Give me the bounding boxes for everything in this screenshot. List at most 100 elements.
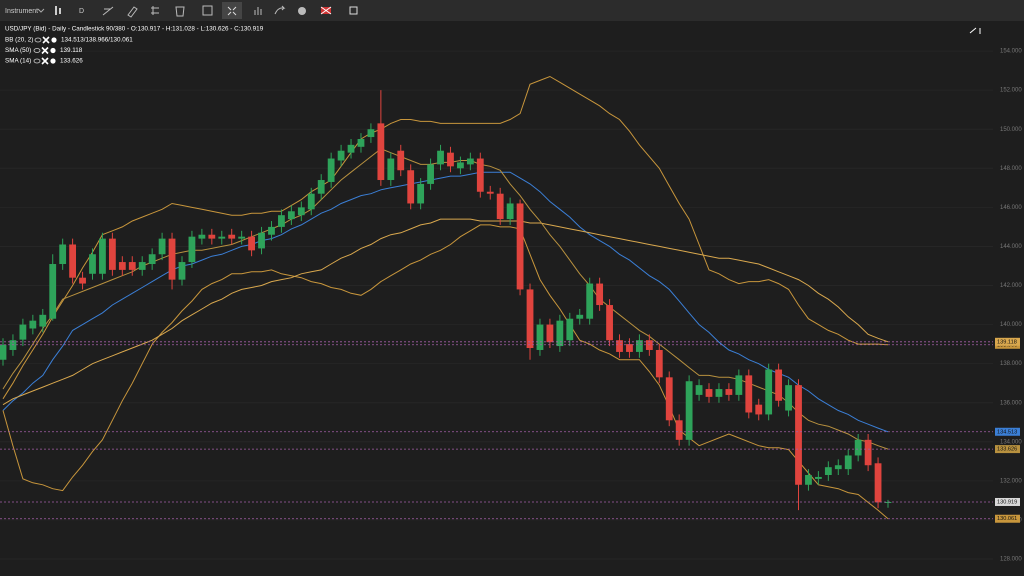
candle-body bbox=[188, 236, 196, 263]
candle-body bbox=[496, 193, 504, 220]
y-tick-label: 136.000 bbox=[1000, 400, 1022, 406]
candle-body bbox=[775, 369, 783, 401]
draw-tool-icon[interactable] bbox=[102, 6, 114, 16]
candle-body bbox=[337, 150, 345, 161]
toolbar bbox=[0, 0, 1024, 21]
y-tick-label: 128.000 bbox=[1000, 557, 1022, 563]
y-tick-label: 154.000 bbox=[1000, 49, 1022, 55]
y-tick-label: 132.000 bbox=[1000, 478, 1022, 484]
candle-body bbox=[785, 385, 792, 411]
candle-body bbox=[99, 238, 106, 274]
candle-body bbox=[297, 207, 305, 216]
indicator-line bbox=[2, 75, 889, 400]
candle-body bbox=[824, 467, 832, 476]
tools-icon[interactable] bbox=[151, 6, 159, 15]
candle-body bbox=[407, 170, 415, 204]
candle-body bbox=[884, 501, 892, 503]
candle-body bbox=[556, 320, 564, 347]
candle-body bbox=[536, 324, 544, 350]
active-tool-bg[interactable] bbox=[222, 2, 242, 19]
candle-body bbox=[29, 320, 37, 329]
price-tag-label: 134.513 bbox=[997, 429, 1017, 435]
price-tag bbox=[995, 427, 1020, 436]
candle-body bbox=[854, 439, 862, 456]
price-tag bbox=[995, 337, 1020, 346]
candle-body bbox=[198, 234, 206, 239]
expand-icons[interactable] bbox=[969, 27, 981, 34]
delete-icon[interactable] bbox=[175, 6, 185, 17]
price-tag-label: 139.118 bbox=[997, 339, 1017, 345]
candle-body bbox=[685, 381, 693, 440]
candle-body bbox=[268, 226, 275, 235]
y-tick-label: 148.000 bbox=[1000, 166, 1022, 172]
y-tick-label: 134.000 bbox=[1000, 439, 1022, 445]
candle-body bbox=[636, 340, 643, 352]
candle-body bbox=[586, 283, 594, 319]
candle-body bbox=[675, 420, 683, 440]
settings-icon bbox=[50, 58, 56, 64]
candle-body bbox=[148, 254, 156, 265]
candle-body bbox=[397, 150, 405, 171]
indicator-value: 133.626 bbox=[60, 58, 83, 65]
candle-body bbox=[218, 236, 226, 239]
dropdown-arrow bbox=[37, 8, 45, 13]
candle-body bbox=[705, 389, 713, 397]
toolbar-items: Instrument D bbox=[5, 2, 981, 34]
candle-body bbox=[616, 340, 623, 352]
candle-body bbox=[606, 305, 613, 341]
candle-body bbox=[814, 476, 822, 479]
theme-icon[interactable] bbox=[298, 7, 306, 15]
candle-body bbox=[79, 277, 86, 284]
candle-body bbox=[655, 349, 663, 378]
candle-body bbox=[49, 264, 57, 319]
candle-body bbox=[486, 191, 494, 194]
candle-body bbox=[258, 232, 265, 249]
y-tick-label: 152.000 bbox=[1000, 88, 1022, 94]
candle-body bbox=[238, 236, 246, 239]
candle-body bbox=[69, 244, 77, 278]
y-tick-label: 140.000 bbox=[1000, 322, 1022, 328]
price-tag bbox=[995, 514, 1020, 523]
candle-body bbox=[138, 262, 146, 270]
y-tick-label: 150.000 bbox=[1000, 127, 1022, 133]
price-tag-label: 130.061 bbox=[997, 516, 1017, 522]
candle-body bbox=[317, 180, 325, 194]
indicators-icon[interactable] bbox=[254, 7, 262, 15]
flag-cross bbox=[320, 6, 332, 15]
plot-area: 154.000 152.000 150.000 148.000 146.000 144.0… bbox=[0, 49, 1022, 563]
candle-body bbox=[735, 375, 743, 395]
indicator-value: 139.118 bbox=[60, 47, 83, 54]
candle-body bbox=[417, 183, 425, 204]
candle-body bbox=[457, 162, 464, 169]
candle-body bbox=[307, 193, 315, 210]
candle-body bbox=[89, 254, 96, 274]
candle-body bbox=[506, 203, 514, 220]
candle-body bbox=[178, 262, 186, 280]
candle-body bbox=[844, 455, 852, 470]
layout-icon[interactable] bbox=[202, 5, 213, 16]
candle-body bbox=[864, 439, 872, 466]
candle-body bbox=[526, 289, 534, 349]
candle-body bbox=[805, 475, 812, 485]
price-tag-label: 133.626 bbox=[997, 447, 1017, 453]
candle-body bbox=[447, 152, 454, 167]
instrument-menu[interactable]: Instrument bbox=[5, 8, 38, 15]
share-icon[interactable] bbox=[274, 5, 286, 15]
pencil-icon[interactable] bbox=[127, 6, 138, 18]
candle-body bbox=[725, 389, 733, 395]
indicator-label: SMA (50) bbox=[5, 47, 31, 54]
candle-body bbox=[596, 283, 604, 306]
candle-body bbox=[745, 375, 753, 413]
popout-icon[interactable] bbox=[349, 6, 358, 15]
candle-body bbox=[287, 211, 295, 220]
interval-menu[interactable]: D bbox=[79, 8, 84, 15]
candle-body bbox=[59, 244, 67, 265]
y-tick-label: 138.000 bbox=[1000, 361, 1022, 367]
price-tag bbox=[995, 497, 1020, 506]
chart-type-icon[interactable] bbox=[55, 6, 57, 15]
candle-body bbox=[427, 164, 434, 184]
candle-body bbox=[765, 369, 773, 415]
indicator-line bbox=[2, 224, 889, 520]
instrument-header: USD/JPY (Bid) - Daily - Candlestick 90/3… bbox=[5, 26, 264, 33]
